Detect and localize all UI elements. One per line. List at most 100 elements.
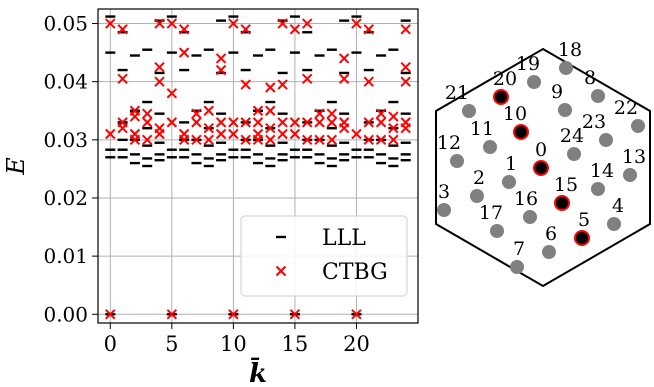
ctbg-marker (166, 88, 178, 99)
momentum-point-label: 16 (514, 188, 538, 210)
ctbg-marker (351, 309, 362, 320)
momentum-point-24: 24 (560, 125, 584, 161)
momentum-point-15: 15 (554, 174, 578, 211)
ctbg-marker (252, 105, 264, 116)
momentum-point-label: 18 (558, 39, 582, 61)
ctbg-marker (228, 309, 239, 320)
ctbg-marker (351, 128, 362, 140)
ctbg-marker (240, 24, 251, 35)
ctbg-marker (289, 309, 301, 320)
ctbg-marker (215, 117, 227, 128)
ctbg-marker (191, 117, 202, 128)
momentum-point-3: 3 (437, 181, 451, 217)
ctbg-marker (178, 24, 190, 35)
ctbg-marker (400, 76, 411, 87)
momentum-point-label: 12 (437, 132, 461, 154)
ctbg-marker (228, 117, 239, 128)
ctbg-marker (154, 122, 165, 134)
ctbg-marker (326, 117, 338, 128)
ctbg-marker (154, 18, 165, 29)
x-tick-label: 5 (165, 332, 178, 356)
ctbg-marker (302, 73, 313, 84)
ctbg-marker (203, 122, 214, 134)
x-axis-label: k̄ (249, 357, 267, 387)
legend-ctbg-marker (275, 265, 287, 277)
ctbg-marker (314, 134, 325, 146)
momentum-point-2: 2 (470, 167, 485, 203)
ctbg-marker (154, 61, 165, 73)
ctbg-marker (338, 73, 350, 84)
momentum-point-label: 11 (470, 118, 494, 140)
brillouin-zone-hexagon (435, 47, 651, 288)
momentum-point-label: 3 (438, 181, 450, 203)
ctbg-marker (142, 117, 153, 128)
y-tick-label: 0.05 (43, 12, 88, 36)
ctbg-marker (142, 108, 153, 119)
ctbg-marker (215, 128, 227, 140)
ctbg-marker (117, 117, 128, 128)
ctbg-marker (277, 128, 288, 140)
ctbg-marker (191, 108, 202, 119)
ctbg-marker (265, 105, 276, 116)
ctbg-marker (265, 122, 276, 134)
ctbg-marker (277, 18, 288, 29)
ctbg-series (105, 18, 411, 320)
momentum-point-label: 7 (513, 238, 525, 260)
y-tick-label: 0.01 (43, 244, 88, 268)
ctbg-marker (117, 24, 128, 35)
momentum-point-label: 13 (622, 146, 646, 168)
ctbg-marker (400, 61, 411, 73)
ctbg-marker (375, 134, 387, 146)
ctbg-marker (105, 18, 116, 29)
ctbg-marker (363, 24, 374, 35)
ctbg-marker (388, 122, 399, 134)
momentum-point-label: 4 (612, 195, 624, 217)
y-axis-label: E (2, 157, 30, 176)
plot-frame (97, 8, 419, 324)
x-tick-label: 15 (282, 332, 309, 356)
ctbg-marker (178, 128, 190, 140)
y-tick-label: 0.02 (43, 186, 88, 210)
momentum-point-14: 14 (590, 160, 614, 196)
momentum-point-label: 23 (582, 111, 606, 133)
ctbg-marker (117, 73, 128, 84)
momentum-point-16: 16 (514, 188, 538, 224)
momentum-point-label: 2 (473, 167, 485, 189)
x-tick-label: 0 (104, 332, 117, 356)
ctbg-marker (338, 117, 350, 128)
momentum-point-label: 17 (479, 202, 503, 224)
ctbg-marker (375, 108, 387, 119)
momentum-point-label: 1 (505, 153, 517, 175)
momentum-point-label: 20 (493, 68, 517, 90)
y-tick-label: 0.00 (43, 302, 88, 326)
momentum-point-12: 12 (437, 132, 464, 168)
ctbg-marker (154, 76, 165, 87)
x-tick-label: 20 (343, 332, 370, 356)
momentum-point-label: 14 (590, 160, 614, 182)
momentum-point-13: 13 (622, 146, 646, 182)
momentum-point-6: 6 (542, 223, 557, 259)
momentum-point-18: 18 (558, 39, 582, 75)
ctbg-marker (228, 128, 239, 140)
ctbg-marker (129, 105, 141, 116)
ctbg-marker (326, 108, 338, 119)
ctbg-marker (215, 53, 227, 64)
legend-ctbg-label: CTBG (322, 260, 388, 285)
ctbg-marker (289, 117, 301, 128)
ctbg-marker (400, 117, 411, 128)
ctbg-marker (240, 134, 251, 146)
momentum-point-label: 8 (584, 67, 596, 89)
ctbg-marker (240, 79, 251, 90)
momentum-point-0: 0 (533, 139, 549, 176)
ctbg-marker (203, 105, 214, 116)
ctbg-marker (289, 128, 301, 140)
ctbg-marker (252, 117, 264, 128)
momentum-point-5: 5 (574, 209, 590, 246)
legend: LLL CTBG (240, 215, 408, 297)
momentum-point-label: 19 (516, 53, 540, 75)
ctbg-marker (289, 24, 301, 35)
momentum-point-1: 1 (502, 153, 517, 189)
momentum-point-20: 20 (493, 68, 517, 105)
